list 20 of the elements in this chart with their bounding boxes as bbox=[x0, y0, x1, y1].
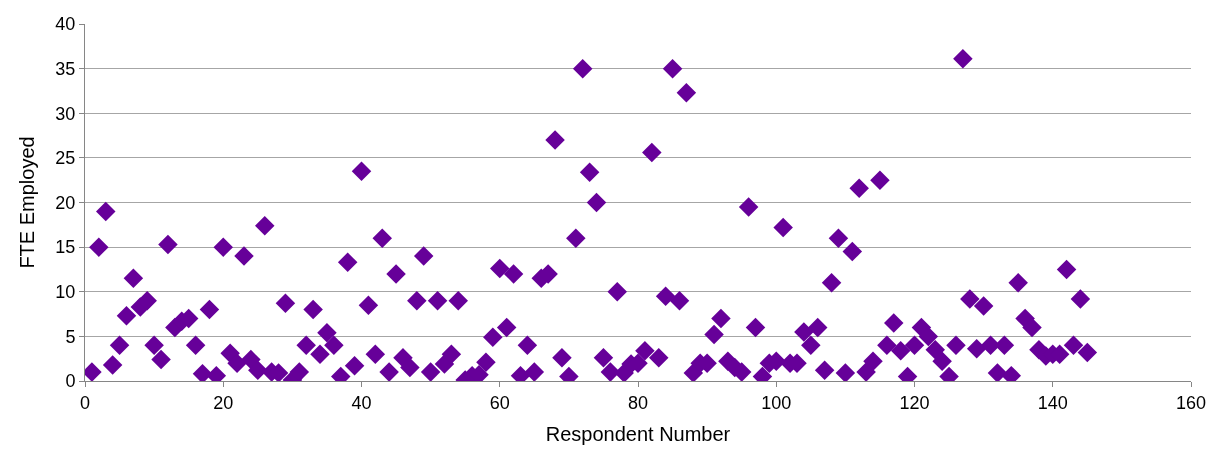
x-tick-label: 120 bbox=[899, 392, 930, 413]
y-tick-label: 35 bbox=[55, 58, 76, 79]
y-tick-label: 40 bbox=[55, 14, 76, 35]
x-tick-label: 40 bbox=[351, 392, 372, 413]
y-tick-label: 15 bbox=[55, 237, 76, 258]
x-tick-label: 140 bbox=[1037, 392, 1068, 413]
x-axis-title: Respondent Number bbox=[545, 423, 731, 446]
y-tick-label: 0 bbox=[65, 371, 76, 392]
y-tick-label: 30 bbox=[55, 103, 76, 124]
y-tick-label: 25 bbox=[55, 148, 76, 169]
y-tick-label: 5 bbox=[65, 326, 76, 347]
x-tick-label: 60 bbox=[489, 392, 510, 413]
y-tick-label: 20 bbox=[55, 192, 76, 213]
y-tick-label: 10 bbox=[55, 282, 76, 303]
x-tick-label: 100 bbox=[761, 392, 792, 413]
x-tick-label: 160 bbox=[1175, 392, 1207, 413]
y-axis-title: FTE Employed bbox=[15, 136, 38, 269]
x-tick-label: 80 bbox=[627, 392, 649, 413]
x-tick-label: 0 bbox=[79, 392, 91, 413]
x-tick-label: 20 bbox=[213, 392, 234, 413]
